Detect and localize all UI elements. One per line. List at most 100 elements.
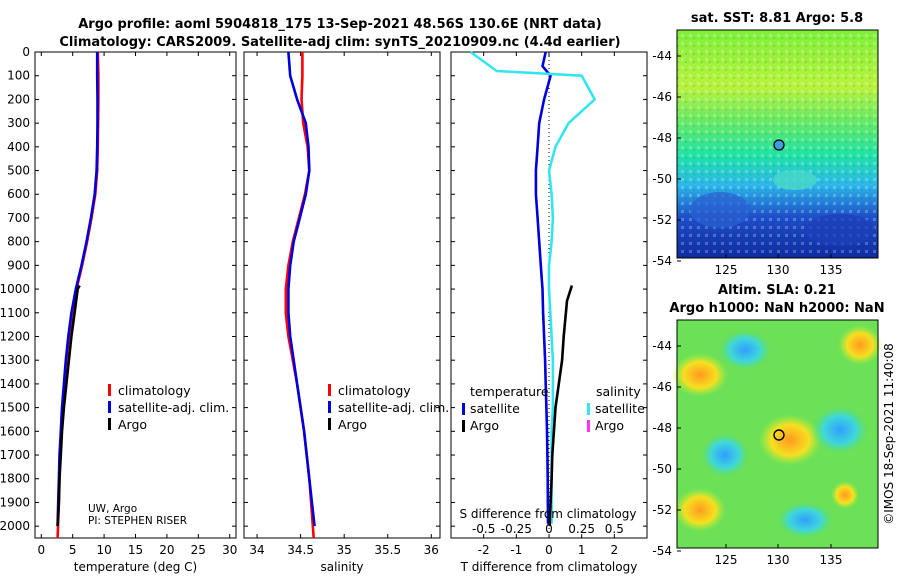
sla-map-title-2: Argo h1000: NaN h2000: NaN — [669, 301, 884, 316]
legend-label: Argo — [595, 418, 624, 433]
sla-map — [672, 319, 882, 549]
x-axis-label: T difference from climatology — [460, 560, 638, 574]
series-line — [287, 51, 316, 527]
y-tick-label: 100 — [7, 69, 30, 83]
sla-blob-a — [672, 353, 728, 397]
y-tick-label: 300 — [7, 116, 30, 130]
s-tick-label: 0.25 — [568, 522, 595, 536]
legend-title-salinity: salinity — [596, 384, 641, 399]
sst-map — [676, 29, 879, 259]
map-y-tick-label: -52 — [652, 213, 672, 227]
x-tick-label: 2 — [611, 543, 619, 557]
legend-swatch — [587, 403, 590, 415]
imos-watermark: ©IMOS 18-Sep-2021 11:40:08 — [882, 343, 896, 525]
pi-annotation: PI: STEPHEN RISER — [88, 515, 187, 527]
s-tick-label: 0 — [545, 522, 553, 536]
map-x-tick-label: 130 — [767, 263, 790, 277]
legend-title-temperature: temperature — [470, 384, 549, 399]
x-tick-label: 34.5 — [287, 543, 314, 557]
sst-cold-eddy-2 — [805, 214, 875, 246]
legend-label: satellite — [595, 401, 645, 416]
y-tick-label: 1200 — [0, 329, 30, 343]
x-tick-label: 35 — [337, 543, 352, 557]
series-line — [534, 51, 552, 524]
y-tick-label: 1800 — [0, 472, 30, 486]
map-x-tick-label: 135 — [820, 553, 843, 567]
sst-map-ticks: -44 -46 -48 -50 -52 -54 125 130 135 — [652, 49, 842, 277]
s-tick-label: -0.5 — [472, 522, 495, 536]
x-tick-label: -1 — [510, 543, 522, 557]
difference-panel: -2 -1 0 1 2 T difference from climatology temp… — [450, 50, 648, 574]
map-x-tick-label: 130 — [767, 553, 790, 567]
legend-label: climatology — [338, 383, 411, 398]
y-tick-label: 1000 — [0, 282, 30, 296]
legend-swatch — [108, 384, 111, 396]
y-tick-label: 0 — [22, 45, 30, 59]
sla-map-title-1: Altim. SLA: 0.21 — [718, 283, 836, 298]
legend-label: Argo — [470, 418, 499, 433]
legend-swatch — [328, 384, 331, 396]
salinity-panel: 34 34.5 35 35.5 36 salinity climatology satelli… — [243, 51, 449, 574]
x-tick-label: 25 — [191, 543, 206, 557]
x-axis-label: salinity — [320, 560, 363, 574]
sla-blob-b — [758, 414, 822, 466]
legend-label: satellite-adj. clim. — [338, 400, 449, 415]
series-line — [56, 284, 81, 527]
legend-label: Argo — [118, 417, 147, 432]
y-tick-label: 1500 — [0, 401, 30, 415]
y-tick-label: 1900 — [0, 495, 30, 509]
legend-label: satellite-adj. clim. — [118, 400, 229, 415]
sla-blob-d — [838, 325, 882, 365]
title-line-2: Climatology: CARS2009. Satellite-adj cli… — [59, 35, 620, 50]
y-tick-label: 2000 — [0, 519, 30, 533]
series-line — [469, 50, 597, 524]
sla-map-ticks: -44 -46 -48 -50 -52 -54 125 130 135 — [652, 339, 842, 567]
x-tick-label: 36 — [424, 543, 439, 557]
legend-swatch — [462, 420, 465, 432]
legend-swatch — [462, 403, 465, 415]
map-y-tick-label: -54 — [652, 254, 672, 268]
legend-swatch — [108, 401, 111, 413]
x-tick-label: 15 — [128, 543, 143, 557]
map-y-tick-label: -48 — [652, 421, 672, 435]
title-line-1: Argo profile: aoml 5904818_175 13-Sep-20… — [78, 17, 602, 32]
x-tick-label: 0 — [545, 543, 553, 557]
series-line — [548, 285, 574, 527]
map-y-tick-label: -50 — [652, 172, 672, 186]
y-tick-label: 1300 — [0, 353, 30, 367]
map-y-tick-label: -44 — [652, 49, 672, 63]
plot-frame — [34, 51, 237, 539]
sla-argo-marker — [773, 429, 785, 441]
sla-blob-e — [719, 330, 771, 370]
x-tick-label: -2 — [478, 543, 490, 557]
map-y-tick-label: -54 — [652, 544, 672, 558]
map-y-tick-label: -50 — [652, 462, 672, 476]
x-tick-label: 34 — [249, 543, 264, 557]
sla-blob-g — [812, 406, 868, 454]
x-tick-label: 30 — [222, 543, 237, 557]
plot-frame — [243, 51, 441, 539]
sst-argo-marker — [773, 139, 785, 151]
legend-swatch — [328, 418, 331, 430]
x-tick-label: 35.5 — [374, 543, 401, 557]
x-tick-label: 0 — [37, 543, 45, 557]
sla-blob-h — [777, 502, 833, 538]
sla-blob-i — [831, 481, 859, 509]
legend-swatch — [587, 420, 590, 432]
map-y-tick-label: -52 — [652, 503, 672, 517]
sst-cold-eddy-1 — [690, 192, 750, 228]
map-x-tick-label: 125 — [715, 263, 738, 277]
legend-label: satellite — [470, 401, 520, 416]
x-tick-label: 5 — [69, 543, 77, 557]
sla-blob-f — [701, 433, 749, 477]
legend-swatch — [328, 401, 331, 413]
map-y-tick-label: -44 — [652, 339, 672, 353]
y-tick-label: 1400 — [0, 377, 30, 391]
s-axis-label: S difference from climatology — [460, 507, 637, 521]
x-tick-label: 1 — [578, 543, 586, 557]
map-y-tick-label: -46 — [652, 380, 672, 394]
legend-swatch — [108, 418, 111, 430]
map-y-tick-label: -46 — [652, 90, 672, 104]
y-tick-label: 500 — [7, 164, 30, 178]
